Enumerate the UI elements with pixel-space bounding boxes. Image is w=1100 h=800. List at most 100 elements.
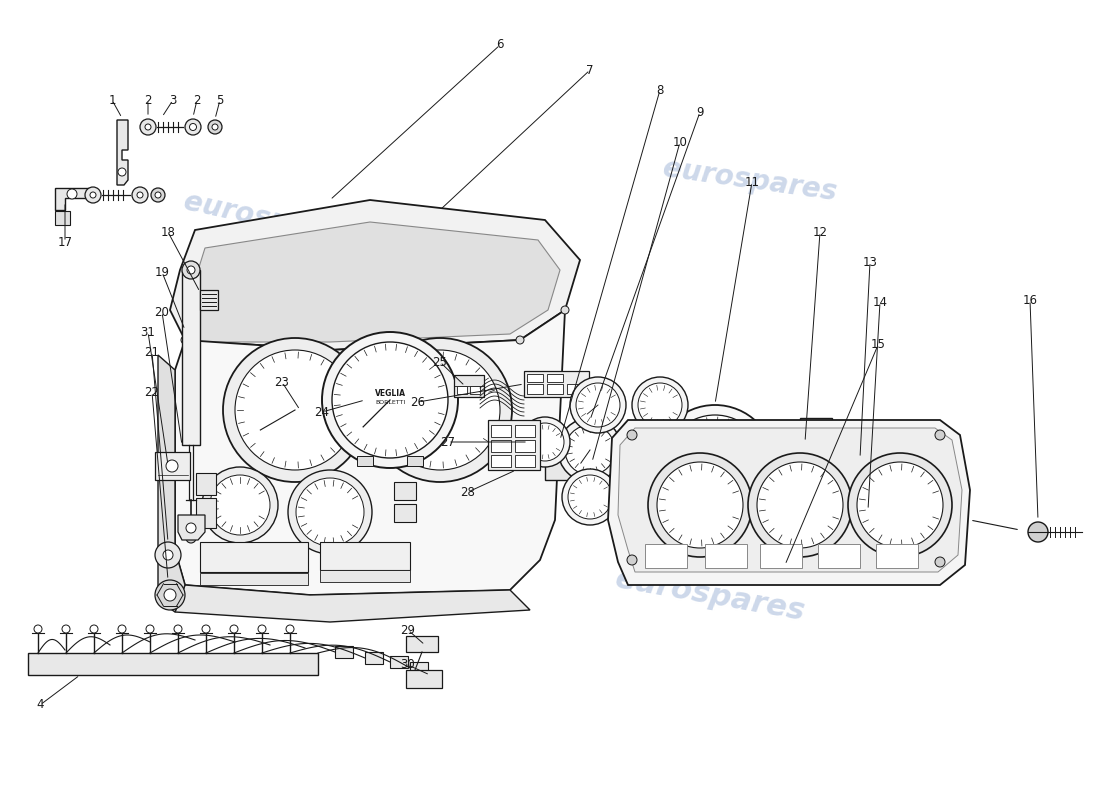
Bar	[898, 485, 921, 503]
Text: eurospares: eurospares	[661, 154, 839, 206]
Circle shape	[185, 119, 201, 135]
Bar	[28, 653, 318, 675]
Text: 3: 3	[169, 94, 177, 106]
Circle shape	[520, 417, 570, 467]
Circle shape	[90, 192, 96, 198]
Polygon shape	[200, 290, 218, 310]
Bar	[320, 570, 410, 582]
Circle shape	[910, 516, 922, 528]
Bar	[365, 652, 383, 664]
Bar	[552, 435, 580, 455]
Circle shape	[576, 383, 620, 427]
Bar	[336, 646, 353, 658]
Circle shape	[182, 336, 189, 344]
Circle shape	[235, 350, 355, 470]
Text: 8: 8	[657, 83, 663, 97]
Circle shape	[34, 625, 42, 633]
Bar	[547, 374, 563, 382]
Bar	[838, 440, 908, 472]
Bar	[515, 455, 535, 467]
Circle shape	[1028, 522, 1048, 542]
Bar	[351, 410, 390, 434]
Bar	[394, 482, 416, 500]
Bar	[196, 498, 216, 528]
Bar	[456, 386, 468, 394]
Circle shape	[565, 425, 615, 475]
Bar	[515, 425, 535, 437]
Text: 15: 15	[870, 338, 886, 351]
Text: 30: 30	[400, 658, 416, 671]
Bar	[871, 485, 894, 503]
Bar	[491, 425, 512, 437]
Circle shape	[85, 187, 101, 203]
Circle shape	[223, 338, 367, 482]
Circle shape	[186, 533, 196, 543]
Text: 19: 19	[154, 266, 169, 278]
Text: 7: 7	[586, 63, 594, 77]
Bar	[394, 504, 416, 522]
Circle shape	[570, 377, 626, 433]
Polygon shape	[175, 585, 530, 622]
Text: 17: 17	[57, 235, 73, 249]
Circle shape	[657, 462, 742, 548]
Circle shape	[389, 366, 397, 374]
Bar	[844, 508, 867, 526]
Circle shape	[516, 336, 524, 344]
Circle shape	[170, 546, 179, 554]
Text: 31: 31	[141, 326, 155, 338]
Bar	[491, 455, 512, 467]
Circle shape	[67, 189, 77, 199]
Text: 5: 5	[217, 94, 223, 106]
Circle shape	[187, 266, 195, 274]
Bar	[515, 440, 535, 452]
Polygon shape	[178, 515, 205, 540]
Circle shape	[638, 383, 682, 427]
Bar	[407, 456, 424, 466]
Text: 4: 4	[36, 698, 44, 711]
Circle shape	[632, 377, 688, 433]
Bar	[488, 420, 540, 470]
Text: 2: 2	[194, 94, 200, 106]
Bar	[840, 478, 928, 530]
Circle shape	[258, 625, 266, 633]
Bar	[390, 656, 408, 668]
Circle shape	[186, 523, 196, 533]
Circle shape	[750, 424, 756, 430]
Circle shape	[145, 124, 151, 130]
Bar	[200, 573, 308, 585]
Circle shape	[212, 124, 218, 130]
Circle shape	[62, 625, 70, 633]
Circle shape	[288, 470, 372, 554]
Bar	[524, 371, 589, 397]
Circle shape	[674, 500, 680, 506]
Circle shape	[296, 478, 364, 546]
Circle shape	[146, 625, 154, 633]
Bar	[348, 380, 393, 438]
Bar	[351, 384, 390, 406]
Circle shape	[526, 423, 564, 461]
Circle shape	[155, 542, 182, 568]
Bar	[527, 384, 543, 394]
Text: 16: 16	[1023, 294, 1037, 306]
Bar	[155, 452, 190, 480]
Bar	[844, 485, 867, 503]
Circle shape	[230, 625, 238, 633]
Polygon shape	[183, 222, 560, 342]
Circle shape	[935, 557, 945, 567]
Bar	[358, 456, 373, 466]
Bar	[527, 374, 543, 382]
Text: 25: 25	[432, 355, 448, 369]
Text: eurospares: eurospares	[182, 188, 359, 252]
Circle shape	[151, 188, 165, 202]
Bar	[55, 211, 70, 225]
Circle shape	[164, 589, 176, 601]
Bar	[547, 384, 563, 394]
Circle shape	[674, 424, 680, 430]
Text: 11: 11	[745, 175, 759, 189]
Circle shape	[210, 475, 270, 535]
Circle shape	[182, 261, 200, 279]
Bar	[800, 418, 832, 442]
Text: 2: 2	[144, 94, 152, 106]
Circle shape	[208, 120, 222, 134]
Circle shape	[174, 625, 182, 633]
